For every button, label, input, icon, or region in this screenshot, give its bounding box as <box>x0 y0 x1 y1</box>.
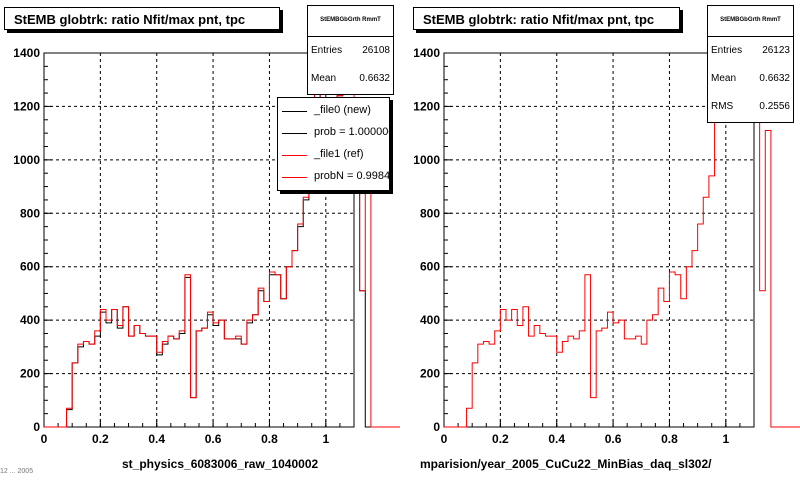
y-tick-label: 400 <box>420 313 440 327</box>
y-tick-label: 1000 <box>13 153 40 167</box>
y-tick-label: 1200 <box>13 99 40 113</box>
legend-entry: probN = 0.998418 <box>278 166 389 188</box>
x-tick-label: 0.6 <box>605 432 622 446</box>
x-axis-title-right: mparision/year_2005_CuCu22_MinBias_daq_s… <box>420 457 712 471</box>
y-tick-label: 200 <box>20 367 40 381</box>
stats-box-right: StEMBGbGrth RmmT Entries 26123 Mean 0.66… <box>707 5 794 123</box>
legend-swatch <box>282 133 307 134</box>
stats-row-rms-right: RMS 0.2556 <box>708 93 793 121</box>
stats-row-entries-right: Entries 26123 <box>708 37 793 65</box>
x-tick-label: 1 <box>322 432 329 446</box>
stats-name-right: StEMBGbGrth RmmT <box>708 6 793 37</box>
histogram-plot-right: 0 200 400 600 800 1000 1200 1400 0 0.2 0.4 0.6 0.8 1 <box>413 46 800 446</box>
x-tick-label: 1 <box>722 432 729 446</box>
legend-entry: _file0 (new) <box>278 100 389 122</box>
stats-label: Entries <box>711 45 743 56</box>
plot-title-right: StEMB globtrk: ratio Nfit/max pnt, tpc <box>413 7 680 30</box>
stats-row-mean-right: Mean 0.6632 <box>708 65 793 93</box>
legend-entry: _file1 (ref) <box>278 144 389 166</box>
x-tick-label: 0.8 <box>661 432 678 446</box>
y-tick-label: 400 <box>20 313 40 327</box>
stats-row-mean-left: Mean 0.6632 <box>308 65 393 93</box>
stats-value: 0.2556 <box>759 101 790 112</box>
x-tick-label: 0 <box>441 432 448 446</box>
y-tick-label: 600 <box>20 260 40 274</box>
legend-swatch <box>282 177 307 178</box>
stats-name-left: StEMBGbGrth RmmT <box>308 6 393 37</box>
stats-value: 26108 <box>362 45 390 56</box>
legend-entry: prob = 1.000000 <box>278 122 389 144</box>
x-axis-title-left: st_physics_6083006_raw_1040002 <box>122 457 319 471</box>
stats-label: RMS <box>711 101 734 112</box>
y-tick-label: 0 <box>33 420 40 434</box>
y-tick-label: 0 <box>433 420 440 434</box>
plot-title-left: StEMB globtrk: ratio Nfit/max pnt, tpc <box>4 7 280 30</box>
stats-box-left: StEMBGbGrth RmmT Entries 26108 Mean 0.66… <box>307 5 394 95</box>
x-tick-label: 0.6 <box>205 432 222 446</box>
legend-label: prob = 1.000000 <box>314 126 390 138</box>
y-tick-label: 800 <box>20 206 40 220</box>
stats-value: 0.6632 <box>759 73 790 84</box>
histogram-panel-left: 0 200 400 600 800 1000 1200 1400 0 0.2 0.4 0.6 0.8 1 … <box>4 5 400 471</box>
footer-note: 12 ... 2005 <box>0 468 34 475</box>
x-tick-label: 0 <box>41 432 48 446</box>
x-tick-label: 0.4 <box>548 432 565 446</box>
x-tick-label: 0.8 <box>261 432 278 446</box>
x-tick-label: 0.2 <box>92 432 109 446</box>
histogram-series-file1-ref <box>44 68 400 428</box>
legend-label: _file0 (new) <box>314 104 371 116</box>
x-tick-label: 0.4 <box>148 432 165 446</box>
stats-label: Mean <box>311 73 337 84</box>
x-tick-label: 0.2 <box>492 432 509 446</box>
legend-box-left: _file0 (new) prob = 1.000000 _file1 (ref… <box>277 97 390 191</box>
legend-swatch <box>282 155 307 156</box>
stats-value: 26123 <box>762 45 790 56</box>
y-tick-label: 800 <box>420 206 440 220</box>
stats-value: 0.6632 <box>359 73 390 84</box>
y-tick-label: 1400 <box>413 46 440 60</box>
stats-label: Mean <box>711 73 737 84</box>
legend-label: probN = 0.998418 <box>314 170 390 182</box>
legend-label: _file1 (ref) <box>314 148 364 160</box>
y-tick-label: 1400 <box>13 46 40 60</box>
stats-row-entries-left: Entries 26108 <box>308 37 393 65</box>
y-tick-label: 1200 <box>413 99 440 113</box>
y-tick-label: 200 <box>420 367 440 381</box>
y-tick-label: 600 <box>420 260 440 274</box>
legend-swatch <box>282 111 307 112</box>
plot-frame <box>443 52 755 428</box>
histogram-panel-right: 0 200 400 600 800 1000 1200 1400 0 0.2 0.4 0.6 0.8 1 … <box>400 0 800 480</box>
y-tick-label: 1000 <box>413 153 440 167</box>
stats-label: Entries <box>311 45 343 56</box>
